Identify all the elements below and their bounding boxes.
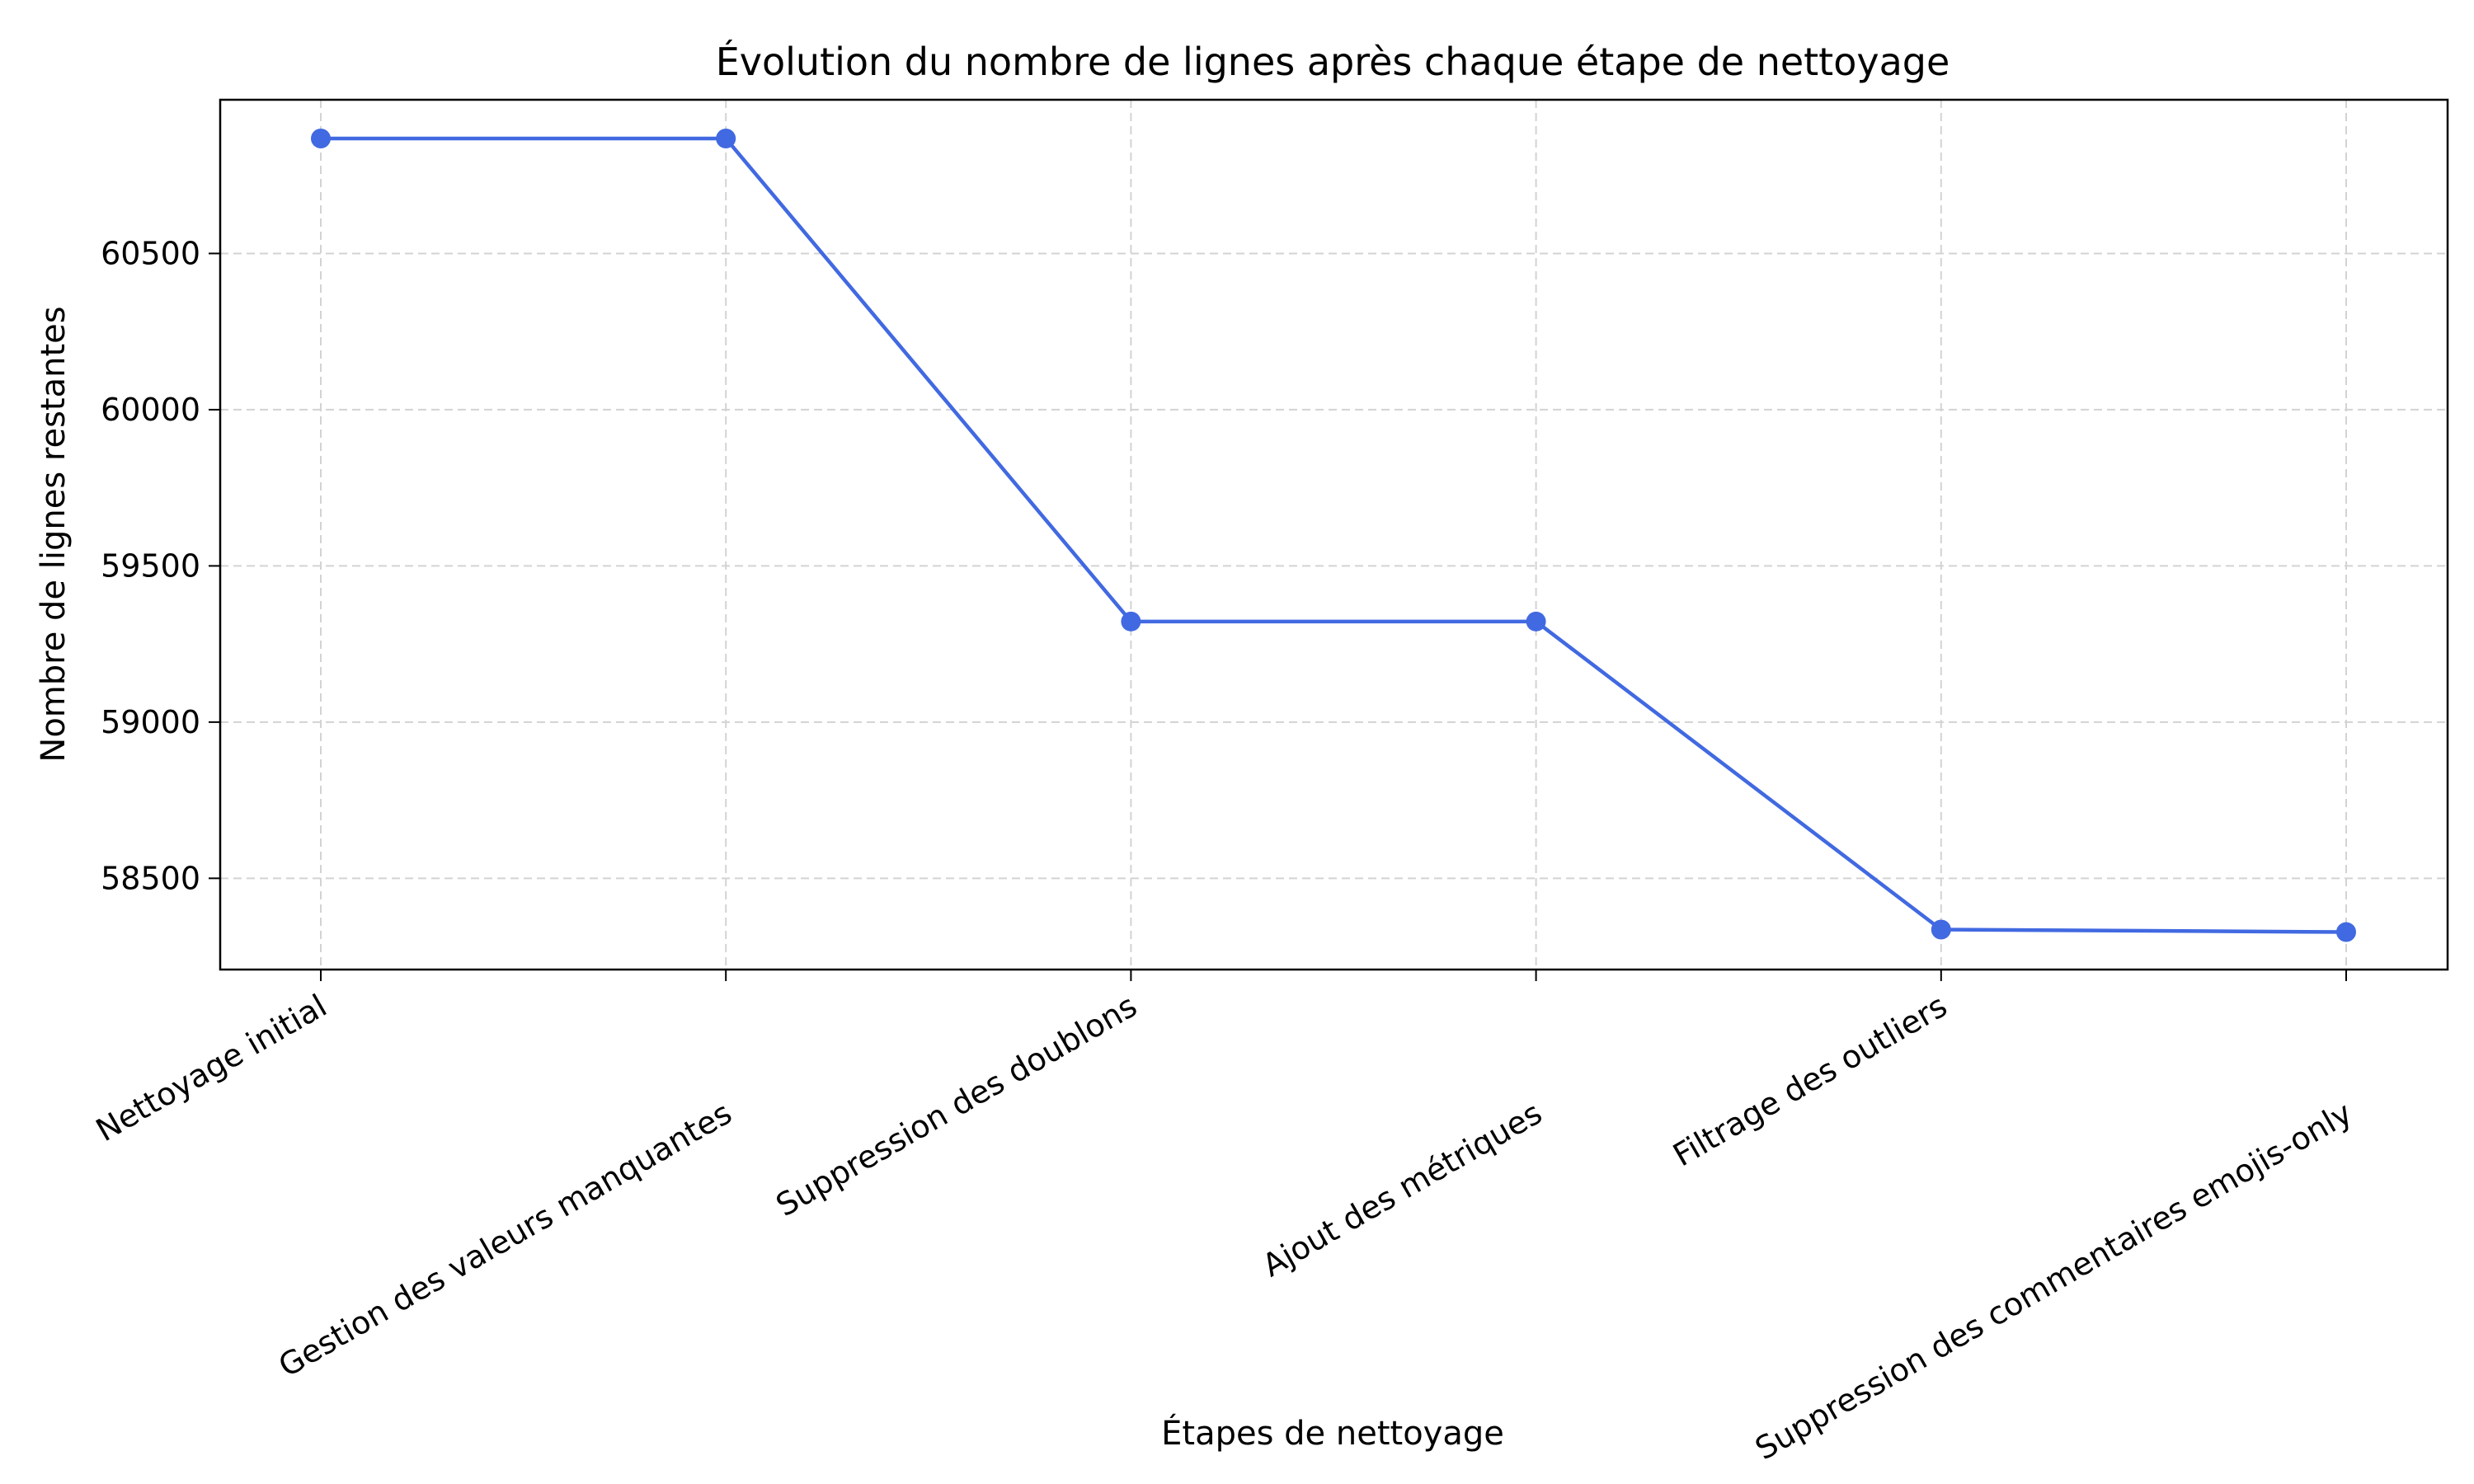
chart-title: Évolution du nombre de lignes après chaq… — [716, 40, 1950, 84]
y-tick-label: 59500 — [101, 547, 200, 584]
y-tick-label: 59000 — [101, 704, 200, 740]
x-tick-label: Ajout des métriques — [1256, 1095, 1548, 1284]
plot-frame — [219, 98, 2449, 971]
y-axis: 58500 59000 59500 60000 60500 — [101, 235, 220, 896]
grid — [220, 100, 2448, 970]
x-tick-label: Gestion des valeurs manquantes — [272, 1095, 737, 1384]
x-tick-label: Nettoyage initial — [90, 988, 333, 1148]
data-point — [716, 128, 736, 148]
x-tick-label: Suppression des commentaires emojis-only — [1749, 1095, 2359, 1468]
data-point — [1121, 611, 1141, 632]
x-axis-title: Étapes de nettoyage — [1161, 1413, 1504, 1453]
y-tick-label: 58500 — [101, 860, 200, 896]
y-tick-label: 60000 — [101, 392, 200, 428]
x-tick-label: Filtrage des outliers — [1667, 988, 1953, 1174]
data-point — [2336, 922, 2356, 942]
data-point — [1526, 611, 1546, 632]
y-axis-title: Nombre de lignes restantes — [35, 306, 73, 762]
series-line — [321, 136, 2347, 934]
data-point — [311, 128, 331, 148]
x-tick-label: Suppression des doublons — [770, 988, 1143, 1224]
y-tick-label: 60500 — [101, 235, 200, 271]
data-point — [1931, 919, 1951, 940]
series-layer — [311, 128, 2356, 942]
